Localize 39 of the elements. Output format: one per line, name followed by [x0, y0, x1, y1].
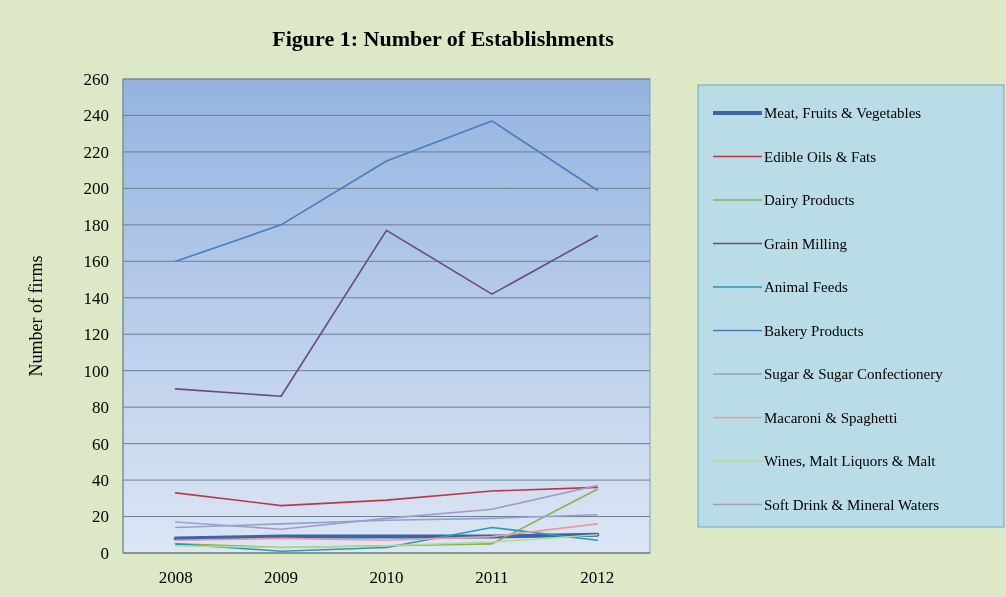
- legend-label: Meat, Fruits & Vegetables: [764, 105, 922, 122]
- y-tick-label: 200: [83, 179, 109, 199]
- chart-title: Figure 1: Number of Establishments: [272, 26, 615, 51]
- y-tick-label: 140: [83, 288, 109, 308]
- y-tick-label: 20: [92, 507, 109, 527]
- line-series: [174, 484, 599, 531]
- legend-label: Wines, Malt Liquors & Malt: [764, 453, 937, 470]
- line-series: [174, 120, 599, 263]
- legend-label: Edible Oils & Fats: [764, 148, 877, 165]
- legend-label: Grain Milling: [764, 235, 848, 252]
- legend-label: Sugar & Sugar Confectionery: [764, 366, 944, 383]
- y-axis-title: Number of firms: [26, 255, 46, 377]
- y-tick-label: 120: [83, 325, 109, 345]
- line-series: [174, 486, 599, 507]
- legend-label: Macaroni & Spaghetti: [764, 409, 898, 426]
- legend-label: Soft Drink & Mineral Waters: [764, 496, 940, 513]
- line-series: [174, 229, 599, 398]
- y-tick-label: 240: [83, 106, 109, 126]
- legend-label: Animal Feeds: [764, 279, 848, 296]
- y-tick-label: 100: [83, 361, 109, 381]
- legend-label: Bakery Products: [764, 322, 864, 339]
- line-series: [174, 513, 599, 529]
- legend-label: Dairy Products: [764, 192, 855, 209]
- y-tick-label: 160: [83, 252, 109, 272]
- x-tick-label: 2008: [158, 568, 193, 587]
- y-tick-label: 80: [92, 398, 109, 418]
- line-series: [174, 523, 599, 542]
- y-tick-label: 180: [83, 215, 109, 235]
- line-series: [174, 526, 599, 552]
- x-tick-label: 2009: [264, 568, 299, 587]
- y-tick-label: 220: [83, 142, 109, 162]
- line-series: [174, 533, 599, 549]
- y-tick-label: 260: [83, 69, 109, 89]
- y-tick-label: 60: [92, 434, 109, 454]
- x-tick-label: 2010: [369, 568, 404, 587]
- x-tick-label: 2012: [580, 568, 615, 587]
- x-tick-label: 2011: [475, 568, 509, 587]
- y-tick-label: 0: [100, 543, 109, 563]
- y-tick-label: 40: [92, 471, 109, 491]
